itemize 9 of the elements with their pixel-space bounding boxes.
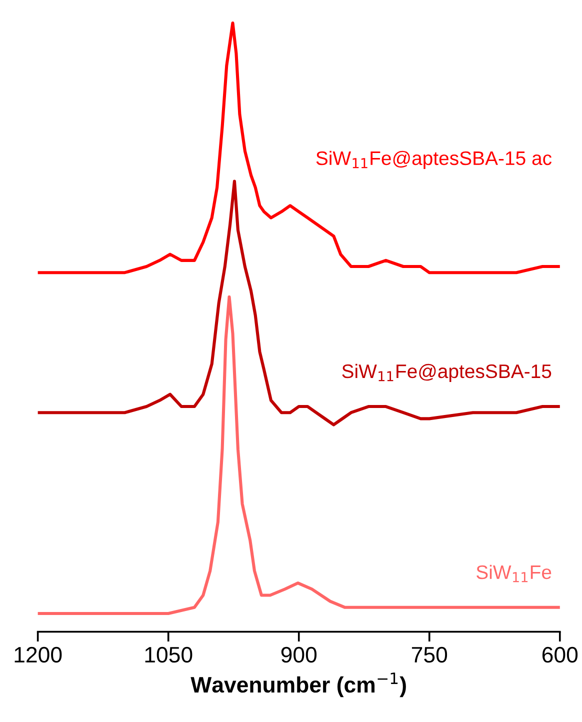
x-tick-label: 600	[542, 646, 578, 663]
x-axis-title: Wavenumber (cm$^{−1}$)	[190, 672, 406, 698]
x-tick-label: 1200	[14, 646, 62, 663]
x-tick-label: 1050	[145, 646, 192, 663]
series-label: SiW$_{11}$Fe@aptesSBA-15	[342, 364, 552, 382]
x-tick-label: 750	[412, 646, 448, 663]
text: SiW$_{11}$Fe@aptesSBA-15 ac	[316, 150, 552, 169]
series-label: SiW$_{11}$Fe	[476, 564, 552, 582]
x-tick-label: 900	[281, 646, 317, 663]
